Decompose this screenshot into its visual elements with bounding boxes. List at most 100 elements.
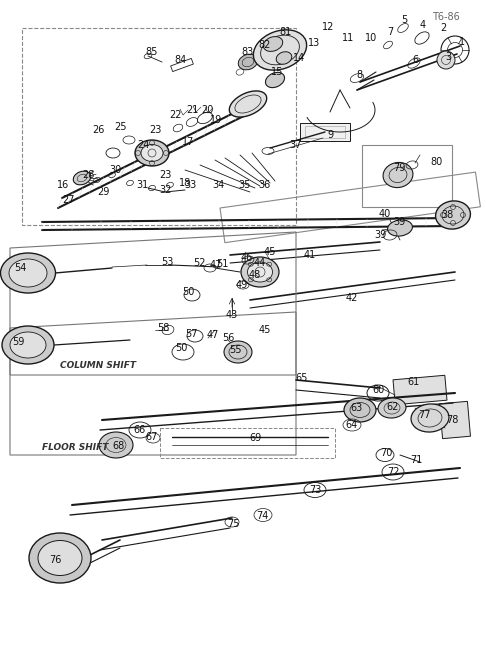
Text: 30: 30	[109, 165, 121, 175]
Text: 51: 51	[216, 259, 228, 269]
Text: 47: 47	[210, 260, 222, 270]
Ellipse shape	[387, 220, 413, 236]
Text: FLOOR SHIFT: FLOOR SHIFT	[42, 444, 108, 452]
Ellipse shape	[224, 341, 252, 363]
Text: 36: 36	[258, 180, 270, 190]
Bar	[22, 28, 296, 225]
Text: 74: 74	[256, 511, 268, 521]
Text: 43: 43	[226, 310, 238, 320]
Text: 13: 13	[308, 38, 320, 48]
Ellipse shape	[38, 541, 82, 575]
Text: 12: 12	[322, 22, 334, 32]
Text: 55: 55	[229, 345, 241, 355]
Text: 45: 45	[259, 325, 271, 335]
Text: T6-86: T6-86	[432, 12, 460, 22]
Text: 32: 32	[159, 185, 171, 195]
Ellipse shape	[0, 253, 55, 293]
Text: 67: 67	[146, 432, 158, 442]
Text: 6: 6	[412, 55, 418, 65]
Text: 49: 49	[236, 280, 248, 290]
Text: 40: 40	[379, 209, 391, 219]
Text: 14: 14	[293, 53, 305, 63]
Text: 27: 27	[62, 195, 74, 205]
Text: 59: 59	[12, 337, 24, 347]
Text: 8: 8	[356, 70, 362, 80]
Text: 16: 16	[57, 180, 69, 190]
Text: 62: 62	[387, 402, 399, 412]
Text: 15: 15	[271, 67, 283, 77]
Text: 73: 73	[309, 485, 321, 495]
Text: COLUMN SHIFT: COLUMN SHIFT	[60, 360, 136, 370]
Text: 4: 4	[420, 20, 426, 30]
Text: 1: 1	[459, 37, 465, 47]
Ellipse shape	[247, 262, 273, 282]
Bar	[300, 123, 350, 141]
Text: 5: 5	[401, 15, 407, 25]
Text: 23: 23	[149, 125, 161, 135]
Text: 2: 2	[440, 23, 446, 33]
Text: 65: 65	[296, 373, 308, 383]
Text: 9: 9	[327, 130, 333, 140]
Ellipse shape	[29, 533, 91, 583]
Text: 46: 46	[241, 253, 253, 263]
Text: 70: 70	[380, 448, 392, 458]
Text: 42: 42	[346, 293, 358, 303]
Text: 83: 83	[241, 47, 253, 57]
Ellipse shape	[241, 257, 279, 287]
Text: 58: 58	[157, 323, 169, 333]
Text: 21: 21	[186, 105, 198, 115]
Bar	[305, 126, 345, 138]
Text: 39: 39	[374, 230, 386, 240]
Bar	[160, 428, 335, 458]
Ellipse shape	[141, 145, 163, 161]
Ellipse shape	[9, 259, 47, 287]
Ellipse shape	[437, 51, 455, 69]
Text: 37: 37	[289, 140, 301, 150]
Ellipse shape	[276, 52, 292, 64]
Bar	[439, 402, 470, 439]
Text: 52: 52	[193, 258, 205, 268]
Ellipse shape	[10, 332, 46, 358]
Text: 11: 11	[342, 33, 354, 43]
Text: 72: 72	[387, 467, 399, 477]
Text: 23: 23	[159, 170, 171, 180]
Text: 3: 3	[445, 52, 451, 62]
Text: 47: 47	[207, 330, 219, 340]
Ellipse shape	[383, 163, 413, 188]
Text: 76: 76	[49, 555, 61, 565]
Ellipse shape	[238, 54, 258, 70]
Text: 82: 82	[259, 40, 271, 50]
Text: 78: 78	[446, 415, 458, 425]
Text: 17: 17	[182, 137, 194, 147]
Text: 56: 56	[222, 333, 234, 343]
Text: 26: 26	[92, 125, 104, 135]
Text: 68: 68	[112, 441, 124, 451]
Text: 24: 24	[137, 140, 149, 150]
Text: 79: 79	[393, 163, 405, 173]
Text: 31: 31	[136, 180, 148, 190]
Text: 20: 20	[201, 105, 213, 115]
Text: 69: 69	[249, 433, 261, 443]
Text: 84: 84	[174, 55, 186, 65]
Text: 81: 81	[279, 27, 291, 37]
Text: 29: 29	[97, 187, 109, 197]
Text: 7: 7	[387, 27, 393, 37]
Ellipse shape	[253, 30, 307, 70]
Ellipse shape	[263, 37, 283, 51]
Text: 71: 71	[410, 455, 422, 465]
Text: 85: 85	[146, 47, 158, 57]
Text: 39: 39	[393, 217, 405, 227]
Text: 45: 45	[264, 247, 276, 257]
Text: 64: 64	[345, 420, 357, 430]
Bar	[362, 145, 452, 207]
Text: 66: 66	[133, 425, 145, 435]
Text: 53: 53	[161, 257, 173, 267]
Ellipse shape	[411, 404, 449, 432]
Text: 22: 22	[169, 110, 181, 120]
Bar	[393, 375, 447, 405]
Ellipse shape	[229, 91, 267, 117]
Text: 75: 75	[227, 519, 239, 529]
Text: 60: 60	[372, 385, 384, 395]
Ellipse shape	[135, 140, 169, 166]
Bar	[220, 172, 480, 242]
